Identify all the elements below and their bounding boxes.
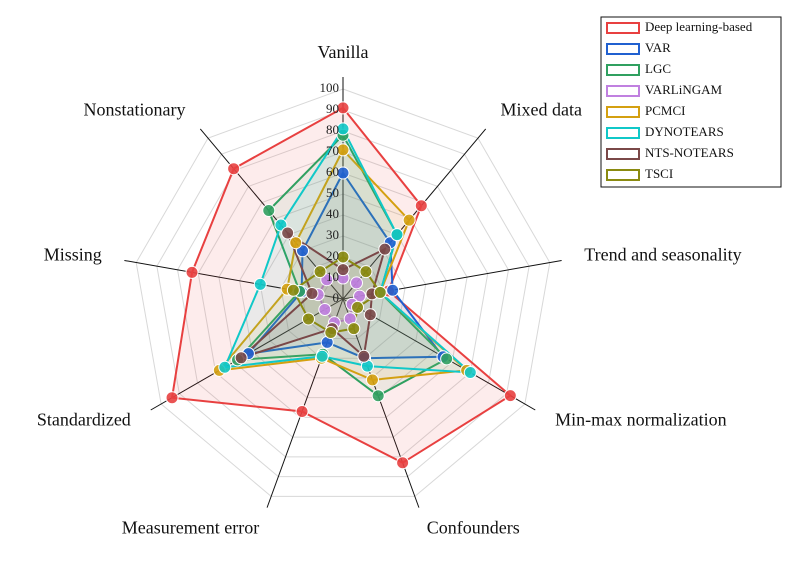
data-point	[234, 351, 248, 365]
data-point	[373, 285, 387, 299]
legend-label: NTS-NOTEARS	[645, 145, 734, 160]
grid-ring	[197, 151, 489, 438]
data-point	[440, 352, 454, 366]
tick-label: 70	[326, 143, 339, 158]
data-point	[185, 265, 199, 279]
data-point	[386, 283, 400, 297]
series	[223, 126, 474, 374]
series	[292, 255, 382, 334]
data-point	[363, 308, 377, 322]
data-point	[281, 226, 295, 240]
tick-label: 60	[326, 164, 339, 179]
data-point	[378, 242, 392, 256]
data-point	[463, 366, 477, 379]
legend-swatch	[606, 148, 640, 160]
data-point	[286, 283, 300, 297]
tick-label: 10	[326, 269, 339, 284]
category-label: Trend and seasonality	[584, 245, 741, 265]
tick-label: 80	[326, 122, 339, 137]
data-point	[357, 349, 371, 363]
data-point	[227, 162, 241, 176]
data-point	[351, 300, 365, 314]
legend-label: TSCI	[645, 166, 673, 181]
tick-label: 90	[326, 101, 339, 116]
tick-label: 20	[326, 248, 339, 263]
legend-swatch	[606, 106, 640, 118]
data-point	[349, 276, 363, 290]
grid-ring	[156, 109, 530, 478]
tick-label: 100	[320, 80, 340, 95]
legend-swatch	[606, 85, 640, 97]
category-label: Standardized	[37, 410, 131, 430]
legend-swatch	[606, 22, 640, 34]
data-point	[371, 389, 385, 403]
legend-label: Deep learning-based	[645, 19, 753, 34]
grid-ring	[239, 193, 447, 399]
data-point	[301, 312, 315, 326]
legend-swatch	[606, 169, 640, 181]
tick-label: 30	[326, 227, 339, 242]
data-point	[336, 263, 350, 277]
data-point	[336, 250, 350, 264]
data-point	[262, 204, 276, 218]
grid-ring	[218, 172, 468, 418]
legend-label: VAR	[645, 40, 671, 55]
legend-box	[600, 16, 782, 188]
category-label: Confounders	[427, 517, 520, 537]
data-point	[324, 326, 338, 340]
data-point	[336, 143, 350, 157]
legend-swatch	[606, 64, 640, 76]
grid-ring	[321, 277, 365, 320]
data-point	[336, 101, 350, 115]
data-point	[336, 166, 350, 180]
data-point	[305, 287, 319, 301]
data-point	[318, 303, 332, 316]
data-point	[347, 322, 361, 336]
legend-label: VARLiNGAM	[645, 82, 722, 97]
tick-label: 40	[326, 206, 339, 221]
grid-ring	[259, 214, 427, 379]
data-point	[365, 373, 379, 387]
data-point	[313, 265, 327, 279]
series-area	[223, 126, 474, 374]
data-point	[315, 349, 329, 363]
data-point	[253, 277, 267, 291]
category-label: Min-max normalization	[555, 410, 726, 430]
legend-label: LGC	[645, 61, 671, 76]
data-point	[165, 391, 179, 405]
data-point	[336, 122, 350, 136]
data-point	[218, 360, 232, 374]
tick-label: 0	[333, 290, 340, 305]
data-point	[414, 199, 428, 213]
data-point	[390, 228, 404, 242]
series-area	[292, 255, 382, 334]
category-label: Measurement error	[122, 517, 259, 537]
grid-ring	[177, 130, 509, 458]
data-point	[295, 404, 309, 418]
legend-swatch	[606, 43, 640, 55]
category-label: Nonstationary	[84, 99, 186, 119]
grid-ring	[135, 88, 551, 497]
data-point	[402, 213, 416, 227]
legend-label: PCMCI	[645, 103, 685, 118]
legend-label: DYNOTEARS	[645, 124, 724, 139]
data-point	[503, 389, 517, 403]
data-point	[396, 456, 410, 470]
category-label: Vanilla	[318, 42, 369, 62]
data-point	[289, 236, 303, 250]
legend-swatch	[606, 127, 640, 139]
category-label: Mixed data	[500, 99, 581, 119]
category-label: Missing	[44, 245, 102, 265]
data-point	[359, 265, 373, 279]
tick-label: 50	[326, 185, 339, 200]
